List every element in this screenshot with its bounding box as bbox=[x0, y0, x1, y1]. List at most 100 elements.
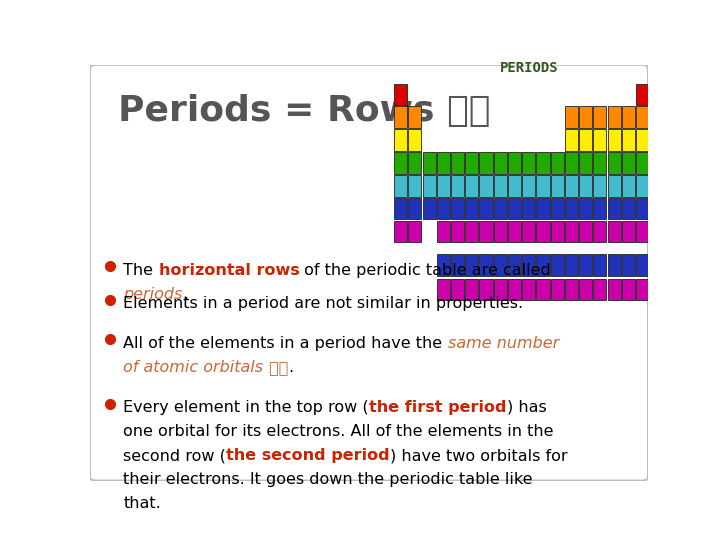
Bar bbox=[480, 221, 492, 242]
Bar bbox=[423, 198, 436, 219]
Bar bbox=[536, 198, 549, 219]
Bar bbox=[536, 175, 549, 197]
Bar bbox=[451, 221, 464, 242]
Bar bbox=[408, 152, 421, 174]
Bar bbox=[494, 198, 507, 219]
Bar bbox=[593, 129, 606, 151]
Bar bbox=[522, 279, 535, 300]
Bar bbox=[522, 175, 535, 197]
Text: Periods = Rows 一排: Periods = Rows 一排 bbox=[118, 94, 490, 128]
Bar bbox=[593, 198, 606, 219]
Bar bbox=[394, 198, 408, 219]
Bar bbox=[622, 106, 635, 128]
Bar bbox=[608, 279, 621, 300]
Bar bbox=[480, 198, 492, 219]
Bar bbox=[408, 198, 421, 219]
Bar bbox=[437, 254, 450, 275]
Bar bbox=[437, 152, 450, 174]
Bar bbox=[593, 175, 606, 197]
Bar bbox=[494, 279, 507, 300]
Bar bbox=[437, 198, 450, 219]
Bar bbox=[437, 221, 450, 242]
Bar bbox=[480, 152, 492, 174]
Text: PERIODS: PERIODS bbox=[500, 61, 558, 75]
Bar bbox=[451, 152, 464, 174]
Bar bbox=[394, 84, 408, 105]
Bar bbox=[408, 106, 421, 128]
Bar bbox=[437, 279, 450, 300]
Bar bbox=[494, 221, 507, 242]
Bar bbox=[579, 175, 592, 197]
Bar bbox=[622, 198, 635, 219]
Bar bbox=[465, 279, 478, 300]
Bar bbox=[423, 175, 436, 197]
Bar bbox=[565, 221, 578, 242]
Bar bbox=[608, 106, 621, 128]
Bar bbox=[522, 198, 535, 219]
Bar bbox=[622, 254, 635, 275]
Bar bbox=[394, 221, 408, 242]
Bar bbox=[408, 129, 421, 151]
Bar bbox=[636, 198, 649, 219]
Bar bbox=[551, 279, 564, 300]
Bar bbox=[608, 152, 621, 174]
Bar bbox=[508, 221, 521, 242]
Bar bbox=[394, 106, 408, 128]
Bar bbox=[394, 175, 408, 197]
Text: horizontal rows: horizontal rows bbox=[158, 263, 300, 278]
Bar bbox=[608, 175, 621, 197]
Bar bbox=[579, 129, 592, 151]
Bar bbox=[465, 221, 478, 242]
Bar bbox=[579, 221, 592, 242]
Bar bbox=[622, 129, 635, 151]
Bar bbox=[508, 279, 521, 300]
Bar bbox=[508, 198, 521, 219]
Bar bbox=[622, 221, 635, 242]
Bar bbox=[522, 221, 535, 242]
Bar bbox=[480, 254, 492, 275]
Bar bbox=[636, 279, 649, 300]
Text: their electrons. It goes down the periodic table like: their electrons. It goes down the period… bbox=[124, 472, 533, 487]
Bar bbox=[451, 254, 464, 275]
Bar bbox=[593, 221, 606, 242]
Bar bbox=[536, 221, 549, 242]
Bar bbox=[480, 279, 492, 300]
Bar bbox=[437, 175, 450, 197]
Text: periods: periods bbox=[124, 287, 183, 302]
Bar bbox=[579, 152, 592, 174]
Bar bbox=[565, 198, 578, 219]
FancyBboxPatch shape bbox=[90, 65, 648, 481]
Bar bbox=[522, 152, 535, 174]
Bar bbox=[565, 129, 578, 151]
Bar bbox=[579, 106, 592, 128]
Bar bbox=[636, 221, 649, 242]
Bar bbox=[465, 152, 478, 174]
Text: 軌道: 軌道 bbox=[264, 360, 288, 375]
Bar bbox=[423, 152, 436, 174]
Bar bbox=[494, 175, 507, 197]
Bar bbox=[593, 254, 606, 275]
Text: the first period: the first period bbox=[369, 400, 507, 415]
Bar bbox=[494, 254, 507, 275]
Bar bbox=[451, 198, 464, 219]
Bar bbox=[565, 254, 578, 275]
Text: Every element in the top row (: Every element in the top row ( bbox=[124, 400, 369, 415]
Bar bbox=[636, 254, 649, 275]
Bar bbox=[451, 175, 464, 197]
Bar bbox=[608, 254, 621, 275]
Text: of the periodic table are called: of the periodic table are called bbox=[300, 263, 551, 278]
Bar bbox=[522, 254, 535, 275]
Bar bbox=[551, 152, 564, 174]
Bar bbox=[536, 254, 549, 275]
Bar bbox=[551, 254, 564, 275]
Bar bbox=[608, 129, 621, 151]
Bar bbox=[565, 279, 578, 300]
Bar bbox=[565, 175, 578, 197]
Text: second row (: second row ( bbox=[124, 448, 226, 463]
Bar bbox=[636, 106, 649, 128]
Bar bbox=[636, 84, 649, 105]
Bar bbox=[593, 279, 606, 300]
Bar bbox=[536, 152, 549, 174]
Bar bbox=[565, 152, 578, 174]
Text: ) has: ) has bbox=[507, 400, 546, 415]
